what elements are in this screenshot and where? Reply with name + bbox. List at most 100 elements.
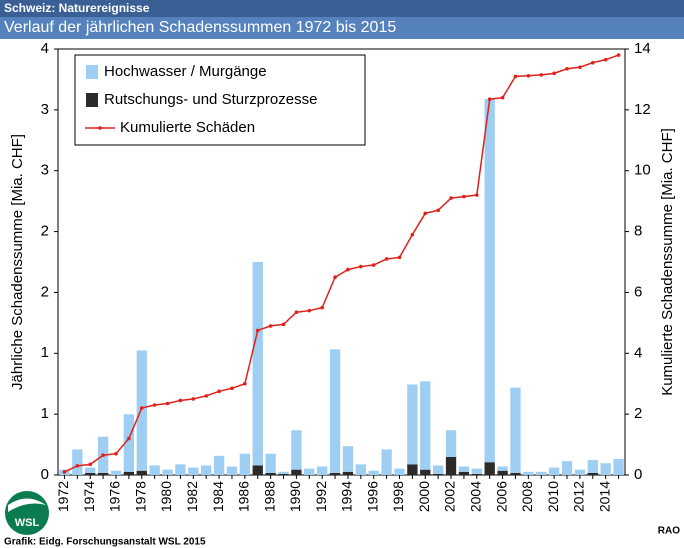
cumulative-point (578, 65, 582, 70)
x-tick-label: 2012 (571, 481, 587, 512)
bar (432, 473, 444, 475)
bar (162, 469, 173, 475)
bar (458, 471, 470, 475)
bar (136, 350, 147, 471)
y2-tick-label: 10 (634, 162, 651, 179)
cumulative-point (101, 453, 105, 458)
y-axis-label: Jährliche Schadenssumme [Mia. CHF] (9, 134, 26, 390)
x-tick-label: 1980 (158, 481, 174, 512)
cumulative-point (243, 381, 247, 386)
legend-swatch (86, 65, 98, 79)
bar (123, 414, 135, 472)
bar (304, 468, 315, 475)
cumulative-point (114, 451, 118, 456)
bar (97, 472, 109, 475)
cumulative-point (320, 305, 324, 310)
bar (407, 384, 418, 465)
cumulative-point (88, 462, 93, 467)
x-tick-label: 1976 (107, 481, 123, 512)
x-tick-label: 2006 (493, 481, 509, 512)
cumulative-point (526, 73, 531, 78)
x-tick-label: 1994 (339, 481, 355, 512)
x-tick-label: 1974 (81, 481, 97, 512)
bar (587, 460, 598, 473)
chart-title: Verlauf der jährlichen Schadenssummen 19… (4, 19, 396, 36)
cumulative-point (462, 194, 466, 199)
bar (252, 262, 263, 466)
cumulative-point (255, 328, 260, 333)
bar (85, 467, 96, 473)
y-tick-label: 3 (41, 101, 49, 118)
bar (329, 349, 341, 473)
x-tick-label: 1992 (313, 481, 329, 512)
cumulative-point (62, 470, 67, 474)
x-tick-label: 1988 (261, 481, 277, 512)
legend: Hochwasser / Murgänge Rutschungs- und Stu… (74, 54, 366, 146)
y2-tick-label: 6 (634, 283, 642, 300)
bar (342, 471, 354, 475)
x-tick-label: 1984 (210, 481, 226, 512)
source: Grafik: Eidg. Forschungsanstalt WSL 2015 (4, 537, 206, 548)
cumulative-point (552, 71, 556, 76)
bar (355, 464, 366, 475)
cumulative-point (346, 267, 350, 272)
bar (329, 472, 341, 475)
bar (213, 455, 225, 475)
cumulative-point (616, 53, 621, 57)
bar (278, 473, 289, 475)
code: RAO (658, 526, 680, 537)
legend-label: Kumulierte Schäden (120, 119, 255, 136)
bar (188, 467, 199, 475)
bar (85, 472, 96, 475)
cumulative-point (590, 60, 595, 65)
cumulative-point (539, 73, 544, 77)
x-tick-label: 2014 (596, 481, 612, 512)
bar (72, 449, 83, 475)
bar (368, 470, 379, 475)
bar (201, 465, 212, 475)
bar (420, 469, 431, 475)
cumulative-point (178, 398, 183, 403)
bar (561, 461, 573, 475)
cumulative-point (152, 403, 157, 407)
y2-tick-label: 2 (634, 405, 642, 422)
cumulative-point (449, 196, 453, 200)
cumulative-point (603, 57, 608, 62)
bar (342, 446, 354, 472)
bar (381, 449, 392, 475)
plot-frame (57, 48, 626, 476)
header: Schweiz: Naturereignisse (4, 1, 150, 15)
bar (458, 466, 470, 472)
cumulative-point (487, 97, 492, 102)
cumulative-point (127, 436, 131, 441)
bar (123, 471, 135, 475)
bar (523, 471, 534, 475)
cumulative-point (333, 275, 337, 280)
cumulative-point (371, 263, 376, 267)
bar (471, 468, 482, 474)
cumulative-line (64, 54, 619, 473)
bar (613, 459, 624, 475)
cumulative-point (294, 310, 299, 315)
y-tick-label: 4 (41, 40, 49, 57)
cumulative-point (410, 232, 415, 237)
y2-tick-label: 14 (634, 40, 651, 57)
legend-point (98, 126, 102, 130)
bar (471, 473, 482, 475)
bar (265, 453, 276, 473)
y2-axis-label: Kumulierte Schadenssumme [Mia. CHF] (659, 128, 676, 396)
bar (600, 463, 611, 475)
bar (226, 466, 238, 475)
cumulative-point (565, 66, 569, 71)
x-tick-label: 1982 (184, 481, 200, 512)
bar (291, 469, 302, 475)
x-tick-label: 1996 (364, 481, 380, 512)
bar (548, 467, 560, 475)
bar (510, 472, 521, 475)
x-tick-label: 1978 (132, 481, 148, 512)
cumulative-point (436, 208, 440, 213)
bar (574, 469, 586, 475)
bar (420, 381, 431, 470)
cumulative-point (307, 308, 312, 313)
